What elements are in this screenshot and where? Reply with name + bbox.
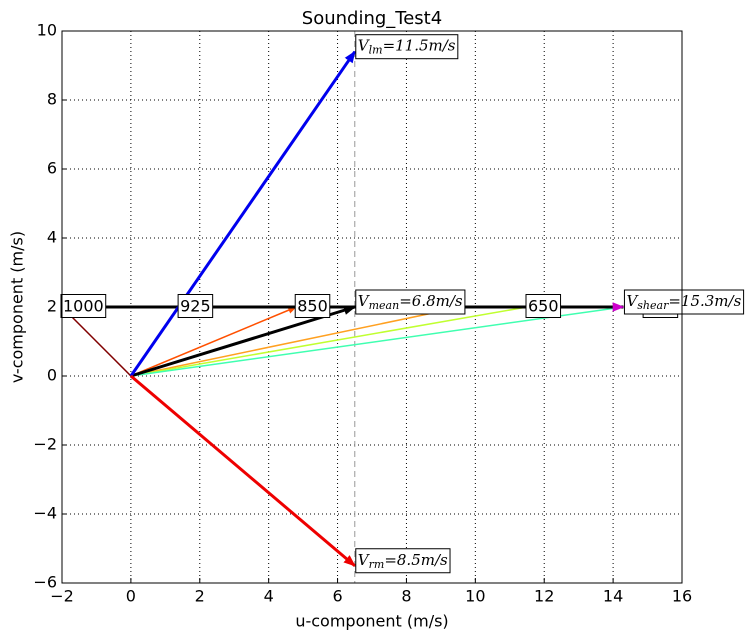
y-tick-label: 0 (47, 366, 57, 385)
y-tick-label: −4 (33, 504, 57, 523)
x-tick-label: 8 (401, 587, 411, 606)
vector (130, 306, 298, 377)
vector-label-group: Vmean=6.8m/s (355, 289, 466, 315)
vector-label-value: =11.5m/s (383, 37, 456, 55)
vector-label-value: =15.3m/s (668, 292, 741, 310)
x-tick-label: −2 (50, 587, 74, 606)
vector-label: Vshear=15.3m/s (626, 292, 741, 312)
x-tick-label: 2 (195, 587, 205, 606)
vector-label-subscript: shear (637, 299, 669, 312)
vector (130, 306, 528, 377)
vector (129, 50, 357, 377)
vector-label-subscript: rm (369, 558, 385, 571)
vector-label-symbol: V (358, 292, 371, 310)
y-axis-label: v-component (m/s) (8, 231, 27, 383)
vector (61, 306, 132, 377)
vector (130, 306, 624, 377)
vector-label-value: =8.5m/s (384, 551, 448, 569)
vector-label-symbol: V (358, 551, 371, 569)
level-label: 925 (180, 297, 211, 316)
vector-label: Vrm=8.5m/s (358, 551, 448, 571)
label-box (623, 289, 745, 315)
x-tick-label: 12 (534, 587, 554, 606)
label-box (177, 294, 214, 318)
x-tick-label: 16 (672, 587, 692, 606)
label-box (525, 294, 562, 318)
label-box (60, 294, 107, 318)
y-tick-label: 10 (37, 21, 57, 40)
y-tick-label: −2 (33, 435, 57, 454)
vector-label-group: Vshear=15.3m/s (623, 289, 745, 315)
label-box (294, 294, 331, 318)
vector-label-symbol: V (626, 292, 639, 310)
x-tick-label: 0 (126, 587, 136, 606)
vector (130, 306, 462, 377)
x-tick-label: 6 (332, 587, 342, 606)
vector-label-group: Vlm=11.5m/s (355, 34, 459, 60)
label-box (355, 289, 466, 315)
label-box (355, 34, 459, 60)
vector-label-symbol: V (358, 37, 371, 55)
y-tick-label: 8 (47, 90, 57, 109)
level-label: 850 (297, 297, 328, 316)
plot-frame (61, 30, 683, 584)
level-label-group: 850 (294, 294, 331, 318)
x-axis-label: u-component (m/s) (295, 612, 448, 631)
level-label-group: 1000 (60, 294, 107, 318)
vector-label: Vmean=6.8m/s (358, 292, 463, 312)
chart-title: Sounding_Test4 (302, 8, 442, 29)
y-tick-label: −6 (33, 573, 57, 592)
y-tick-label: 2 (47, 297, 57, 316)
vector-label-value: =6.8m/s (399, 292, 463, 310)
x-tick-label: 10 (465, 587, 485, 606)
vector (129, 374, 356, 567)
vector-label: Vlm=11.5m/s (358, 37, 456, 57)
y-tick-label: 4 (47, 228, 57, 247)
level-label: 650 (528, 297, 559, 316)
vector-label-group: Vrm=8.5m/s (355, 548, 451, 574)
x-tick-label: 14 (603, 587, 623, 606)
y-tick-label: 6 (47, 159, 57, 178)
vector-label-subscript: mean (369, 299, 400, 312)
level-label: 1000 (63, 297, 104, 316)
x-tick-label: 4 (264, 587, 274, 606)
vector (130, 305, 356, 378)
level-label-group: 650 (525, 294, 562, 318)
label-box (355, 548, 451, 574)
level-label-group: 925 (177, 294, 214, 318)
vector-label-subscript: lm (369, 44, 383, 57)
